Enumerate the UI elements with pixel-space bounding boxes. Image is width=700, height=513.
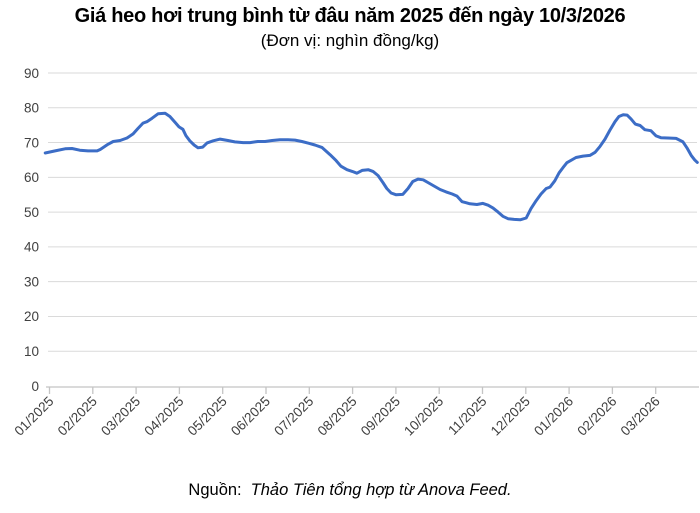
x-tick-label: 02/2025 bbox=[55, 394, 100, 439]
x-tick-label: 07/2025 bbox=[271, 394, 316, 439]
y-tick-label: 80 bbox=[24, 101, 39, 116]
x-tick-label: 03/2025 bbox=[98, 394, 143, 439]
y-tick-label: 50 bbox=[24, 205, 39, 220]
x-axis bbox=[46, 386, 699, 394]
source-text: Thảo Tiên tổng hợp từ Anova Feed. bbox=[250, 481, 512, 499]
y-tick-label: 10 bbox=[24, 344, 39, 359]
source-label: Nguồn: bbox=[188, 481, 242, 499]
x-axis-labels: 01/202502/202503/202504/202505/202506/20… bbox=[11, 394, 662, 439]
x-tick-label: 09/2025 bbox=[358, 394, 403, 439]
x-tick-label: 10/2025 bbox=[401, 394, 446, 439]
chart-title: Giá heo hơi trung bình từ đâu năm 2025 đ… bbox=[74, 5, 626, 27]
chart-subtitle: (Đơn vị: nghìn đồng/kg) bbox=[260, 31, 440, 50]
price-line bbox=[43, 111, 699, 222]
y-tick-label: 40 bbox=[24, 240, 39, 255]
y-tick-label: 30 bbox=[24, 274, 39, 289]
x-tick-label: 11/2025 bbox=[445, 394, 489, 438]
y-tick-label: 0 bbox=[31, 379, 39, 394]
y-tick-label: 70 bbox=[24, 135, 39, 150]
y-axis-labels: 0 10 20 30 40 50 60 70 80 90 bbox=[24, 66, 39, 394]
y-tick-label: 20 bbox=[24, 309, 39, 324]
x-tick-label: 08/2025 bbox=[315, 394, 360, 439]
x-tick-label: 04/2025 bbox=[141, 394, 186, 439]
y-tick-label: 60 bbox=[24, 170, 39, 185]
x-tick-label: 03/2026 bbox=[618, 394, 663, 439]
x-tick-label: 02/2026 bbox=[574, 394, 619, 439]
x-tick-label: 12/2025 bbox=[488, 394, 533, 439]
line-chart: 0 10 20 30 40 50 60 70 80 90 01/202502/202503/2025… bbox=[11, 66, 699, 439]
x-tick-label: 01/2025 bbox=[11, 394, 56, 439]
y-tick-label: 90 bbox=[24, 66, 39, 81]
x-tick-label: 06/2025 bbox=[228, 394, 273, 439]
x-tick-label: 01/2026 bbox=[531, 394, 576, 439]
x-tick-label: 05/2025 bbox=[185, 394, 230, 439]
source-note: Nguồn: Thảo Tiên tổng hợp từ Anova Feed. bbox=[0, 481, 700, 500]
gridlines bbox=[48, 72, 697, 352]
